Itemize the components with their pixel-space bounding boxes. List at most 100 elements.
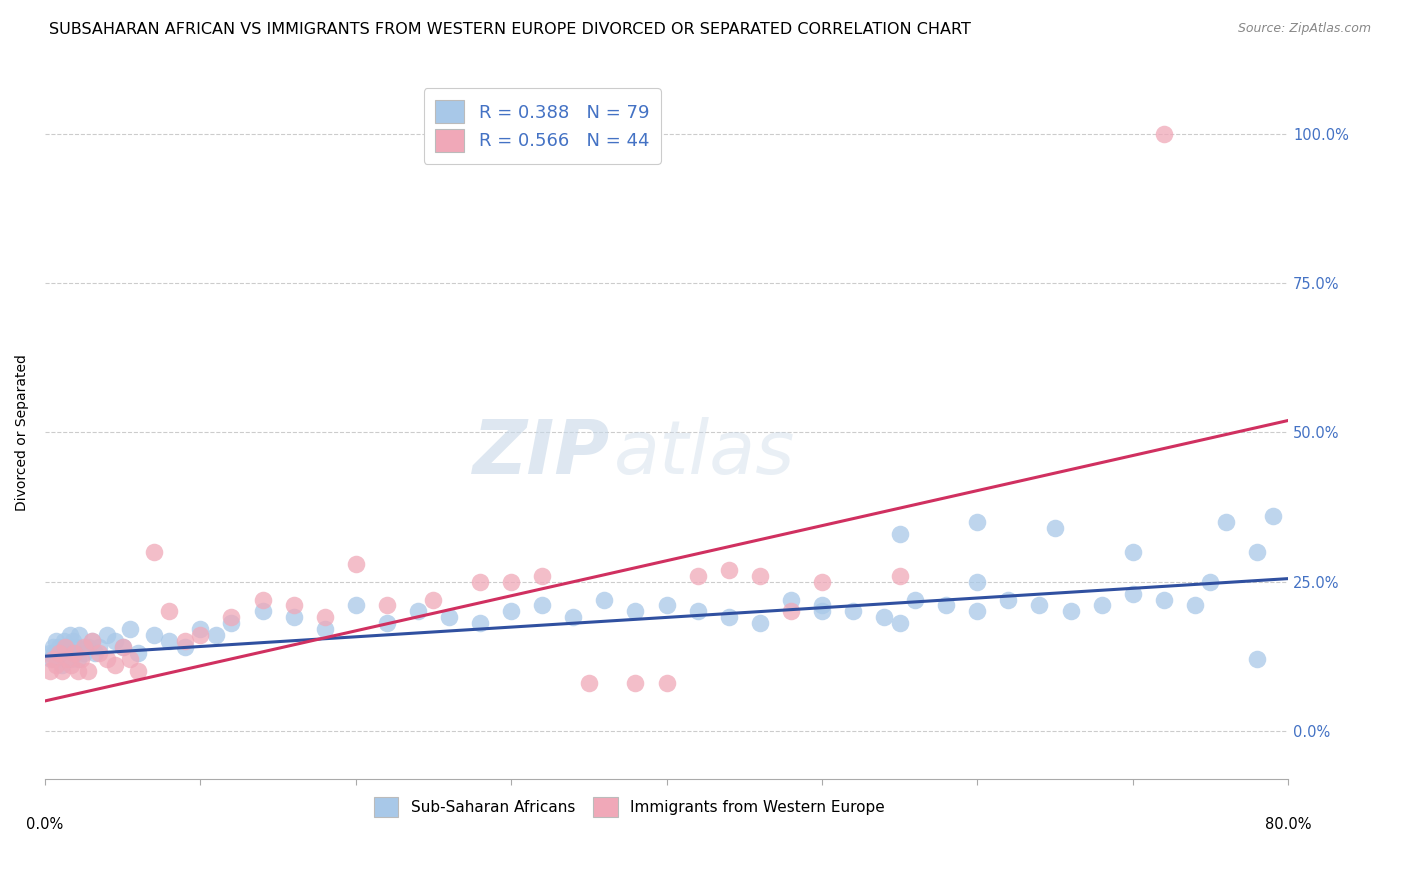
Point: [966, 515, 988, 529]
Point: [1028, 599, 1050, 613]
Point: [1122, 545, 1144, 559]
Point: [96, 652, 118, 666]
Point: [437, 610, 460, 624]
Y-axis label: Divorced or Separated: Divorced or Separated: [15, 354, 30, 511]
Point: [96, 628, 118, 642]
Text: Source: ZipAtlas.com: Source: ZipAtlas.com: [1237, 22, 1371, 36]
Point: [1184, 599, 1206, 613]
Point: [562, 610, 585, 624]
Point: [375, 616, 398, 631]
Point: [80, 634, 103, 648]
Point: [45, 634, 67, 648]
Point: [531, 599, 554, 613]
Point: [59, 628, 82, 642]
Point: [111, 640, 134, 655]
Point: [624, 604, 647, 618]
Point: [104, 658, 127, 673]
Point: [748, 568, 770, 582]
Point: [205, 628, 228, 642]
Point: [889, 568, 911, 582]
Point: [904, 592, 927, 607]
Point: [252, 592, 274, 607]
Point: [468, 616, 491, 631]
Point: [53, 652, 76, 666]
Point: [624, 676, 647, 690]
Point: [89, 640, 111, 655]
Point: [104, 634, 127, 648]
Point: [55, 640, 77, 655]
Point: [889, 527, 911, 541]
Point: [283, 610, 305, 624]
Point: [1122, 586, 1144, 600]
Point: [190, 623, 212, 637]
Point: [811, 599, 834, 613]
Point: [1246, 652, 1268, 666]
Point: [60, 658, 83, 673]
Point: [66, 652, 89, 666]
Point: [1153, 127, 1175, 141]
Point: [89, 646, 111, 660]
Point: [842, 604, 865, 618]
Point: [62, 634, 84, 648]
Point: [686, 568, 709, 582]
Point: [501, 574, 523, 589]
Point: [1246, 545, 1268, 559]
Point: [42, 640, 65, 655]
Point: [717, 563, 740, 577]
Point: [889, 616, 911, 631]
Point: [314, 610, 336, 624]
Point: [44, 646, 66, 660]
Point: [60, 652, 83, 666]
Point: [655, 676, 678, 690]
Point: [578, 676, 600, 690]
Point: [120, 652, 142, 666]
Point: [49, 646, 72, 660]
Point: [501, 604, 523, 618]
Point: [1199, 574, 1222, 589]
Point: [77, 664, 100, 678]
Point: [531, 568, 554, 582]
Point: [748, 616, 770, 631]
Point: [1059, 604, 1081, 618]
Point: [283, 599, 305, 613]
Point: [38, 664, 60, 678]
Point: [344, 599, 367, 613]
Point: [111, 640, 134, 655]
Point: [375, 599, 398, 613]
Point: [73, 640, 96, 655]
Point: [422, 592, 444, 607]
Point: [221, 616, 243, 631]
Point: [127, 664, 149, 678]
Point: [344, 557, 367, 571]
Point: [811, 604, 834, 618]
Point: [779, 604, 801, 618]
Point: [45, 658, 67, 673]
Point: [779, 592, 801, 607]
Point: [48, 646, 70, 660]
Point: [142, 628, 165, 642]
Point: [314, 623, 336, 637]
Point: [221, 610, 243, 624]
Point: [406, 604, 429, 618]
Point: [966, 574, 988, 589]
Point: [120, 623, 142, 637]
Point: [468, 574, 491, 589]
Point: [157, 634, 180, 648]
Point: [73, 646, 96, 660]
Point: [593, 592, 616, 607]
Point: [127, 646, 149, 660]
Point: [80, 634, 103, 648]
Point: [83, 646, 105, 660]
Point: [1215, 515, 1237, 529]
Point: [58, 652, 80, 666]
Point: [46, 652, 69, 666]
Point: [1261, 508, 1284, 523]
Point: [69, 652, 91, 666]
Point: [717, 610, 740, 624]
Point: [66, 664, 89, 678]
Text: 80.0%: 80.0%: [1265, 817, 1312, 832]
Point: [686, 604, 709, 618]
Point: [190, 628, 212, 642]
Point: [77, 640, 100, 655]
Point: [252, 604, 274, 618]
